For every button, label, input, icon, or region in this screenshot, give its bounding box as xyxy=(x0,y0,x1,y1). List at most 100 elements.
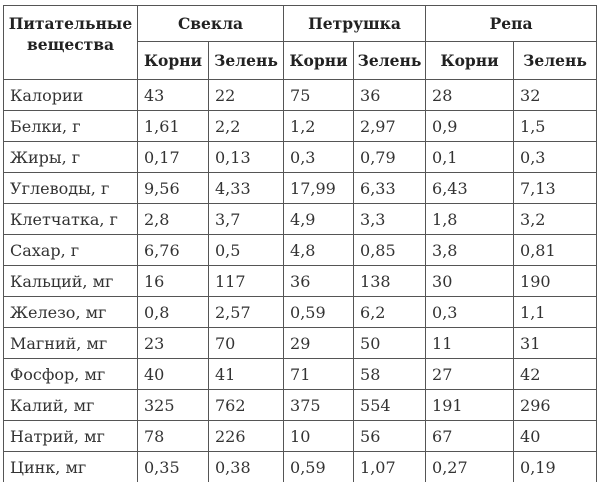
table-row: Углеводы, г 9,56 4,33 17,99 6,33 6,43 7,13 xyxy=(3,172,598,204)
table-row: Калий, мг 325 762 375 554 191 296 xyxy=(3,389,598,421)
table-cell: 2,57 xyxy=(207,296,285,328)
subheader: Корни xyxy=(425,41,515,80)
row-label: Углеводы, г xyxy=(3,172,138,204)
table-row: Сахар, г 6,76 0,5 4,8 0,85 3,8 0,81 xyxy=(3,234,598,266)
table-cell: 29 xyxy=(283,327,355,359)
table-cell: 22 xyxy=(207,79,285,111)
table-cell: 0,8 xyxy=(137,296,209,328)
table-cell: 32 xyxy=(513,79,598,111)
table-cell: 71 xyxy=(283,358,355,390)
table-cell: 0,85 xyxy=(353,234,427,266)
nutrient-header: Питательные вещества xyxy=(3,5,138,80)
subheader: Зелень xyxy=(207,41,285,80)
table-cell: 0,1 xyxy=(425,141,515,173)
table-cell: 0,3 xyxy=(425,296,515,328)
table-cell: 16 xyxy=(137,265,209,297)
table-cell: 67 xyxy=(425,420,515,452)
table-cell: 11 xyxy=(425,327,515,359)
table-cell: 0,3 xyxy=(283,141,355,173)
table-cell: 0,81 xyxy=(513,234,598,266)
row-label: Калий, мг xyxy=(3,389,138,421)
table-row: Белки, г 1,61 2,2 1,2 2,97 0,9 1,5 xyxy=(3,110,598,142)
table-cell: 28 xyxy=(425,79,515,111)
subheader: Зелень xyxy=(353,41,427,80)
subheader: Зелень xyxy=(513,41,598,80)
table-cell: 296 xyxy=(513,389,598,421)
row-label: Фосфор, мг xyxy=(3,358,138,390)
table-row: Железо, мг 0,8 2,57 0,59 6,2 0,3 1,1 xyxy=(3,296,598,328)
table-cell: 554 xyxy=(353,389,427,421)
table-cell: 1,5 xyxy=(513,110,598,142)
table-cell: 4,8 xyxy=(283,234,355,266)
table-cell: 138 xyxy=(353,265,427,297)
group-header-parsley: Петрушка xyxy=(283,5,427,42)
table-cell: 23 xyxy=(137,327,209,359)
table-cell: 117 xyxy=(207,265,285,297)
table-cell: 375 xyxy=(283,389,355,421)
table-cell: 0,27 xyxy=(425,451,515,482)
table-cell: 40 xyxy=(513,420,598,452)
table-cell: 1,8 xyxy=(425,203,515,235)
nutrition-table: Питательные вещества Свекла Петрушка Реп… xyxy=(3,5,598,482)
table-cell: 4,9 xyxy=(283,203,355,235)
group-header-turnip: Репа xyxy=(425,5,598,42)
table-cell: 3,8 xyxy=(425,234,515,266)
table-cell: 7,13 xyxy=(513,172,598,204)
table-row: Фосфор, мг 40 41 71 58 27 42 xyxy=(3,358,598,390)
table-row: Кальций, мг 16 117 36 138 30 190 xyxy=(3,265,598,297)
table-cell: 4,33 xyxy=(207,172,285,204)
group-header-beet: Свекла xyxy=(136,5,285,42)
table-cell: 0,3 xyxy=(513,141,598,173)
table-cell: 30 xyxy=(425,265,515,297)
row-label: Клетчатка, г xyxy=(3,203,138,235)
row-label: Белки, г xyxy=(3,110,138,142)
table-cell: 6,76 xyxy=(137,234,209,266)
row-label: Натрий, мг xyxy=(3,420,138,452)
table-cell: 78 xyxy=(137,420,209,452)
table-cell: 0,38 xyxy=(207,451,285,482)
table-cell: 325 xyxy=(137,389,209,421)
table-cell: 27 xyxy=(425,358,515,390)
table-cell: 1,61 xyxy=(137,110,209,142)
table-cell: 9,56 xyxy=(137,172,209,204)
table-row: Калории 43 22 75 36 28 32 xyxy=(3,79,598,111)
table-cell: 0,59 xyxy=(283,296,355,328)
table-cell: 0,13 xyxy=(207,141,285,173)
subheader: Корни xyxy=(137,41,209,80)
table-cell: 31 xyxy=(513,327,598,359)
table-cell: 41 xyxy=(207,358,285,390)
table-cell: 0,59 xyxy=(283,451,355,482)
table-row: Натрий, мг 78 226 10 56 67 40 xyxy=(3,420,598,452)
table-cell: 0,17 xyxy=(137,141,209,173)
table-cell: 56 xyxy=(353,420,427,452)
row-label: Кальций, мг xyxy=(3,265,138,297)
table-cell: 6,2 xyxy=(353,296,427,328)
table-cell: 0,79 xyxy=(353,141,427,173)
row-label: Цинк, мг xyxy=(3,451,138,482)
table-cell: 6,33 xyxy=(353,172,427,204)
table-cell: 2,97 xyxy=(353,110,427,142)
table-cell: 190 xyxy=(513,265,598,297)
table-row: Магний, мг 23 70 29 50 11 31 xyxy=(3,327,598,359)
table-cell: 3,3 xyxy=(353,203,427,235)
table-cell: 58 xyxy=(353,358,427,390)
table-cell: 70 xyxy=(207,327,285,359)
table-cell: 42 xyxy=(513,358,598,390)
row-label: Жиры, г xyxy=(3,141,138,173)
table-cell: 40 xyxy=(137,358,209,390)
table-cell: 17,99 xyxy=(283,172,355,204)
row-label: Железо, мг xyxy=(3,296,138,328)
subheader: Корни xyxy=(283,41,355,80)
table-cell: 10 xyxy=(283,420,355,452)
table-row: Жиры, г 0,17 0,13 0,3 0,79 0,1 0,3 xyxy=(3,141,598,173)
row-label: Калории xyxy=(3,79,138,111)
row-label: Сахар, г xyxy=(3,234,138,266)
table-cell: 36 xyxy=(283,265,355,297)
row-label: Магний, мг xyxy=(3,327,138,359)
table-row: Цинк, мг 0,35 0,38 0,59 1,07 0,27 0,19 xyxy=(3,451,598,482)
table-cell: 50 xyxy=(353,327,427,359)
table-cell: 36 xyxy=(353,79,427,111)
table-row: Клетчатка, г 2,8 3,7 4,9 3,3 1,8 3,2 xyxy=(3,203,598,235)
table-cell: 191 xyxy=(425,389,515,421)
table-cell: 1,2 xyxy=(283,110,355,142)
